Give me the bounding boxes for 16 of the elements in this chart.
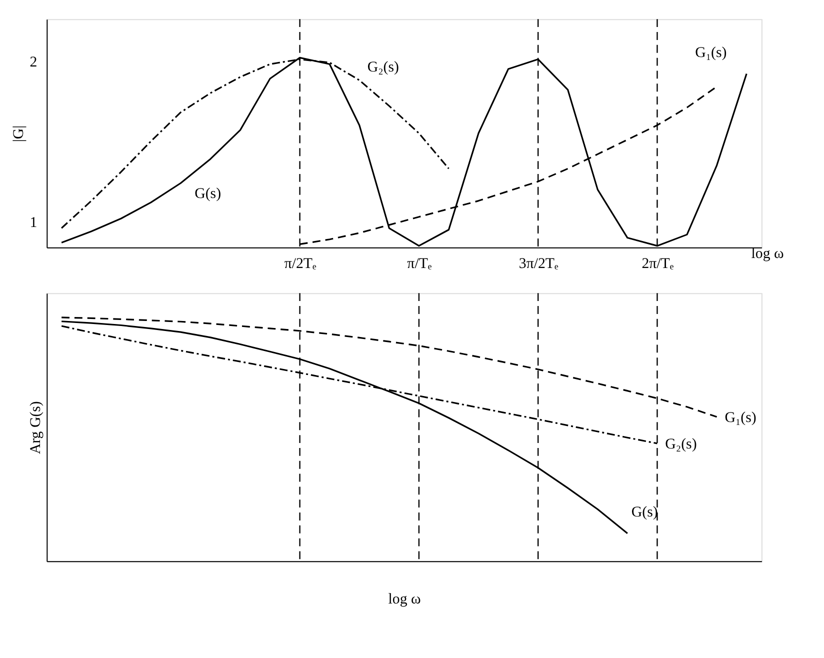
x-tick-label: 2π/Tₑ (642, 256, 674, 272)
y-axis-title: |G| (10, 125, 27, 142)
series-label: G₁(s) (695, 44, 727, 61)
series-label: G₂(s) (367, 59, 399, 76)
y-tick-label: 1 (30, 215, 38, 232)
y-tick-label: 2 (30, 54, 38, 70)
x-axis-title: log ω (751, 246, 784, 262)
x-axis-title: log ω (388, 591, 422, 608)
series-label: G₁(s) (724, 410, 756, 426)
series-label: G(s) (631, 504, 658, 520)
x-tick-label: π/2Tₑ (284, 256, 316, 272)
series-label: G₂(s) (665, 436, 697, 452)
x-tick-label: π/Tₑ (407, 256, 432, 272)
y-axis-title: Arg G(s) (28, 401, 44, 454)
series-label: G(s) (194, 186, 222, 202)
x-tick-label: 3π/2Tₑ (518, 256, 558, 272)
